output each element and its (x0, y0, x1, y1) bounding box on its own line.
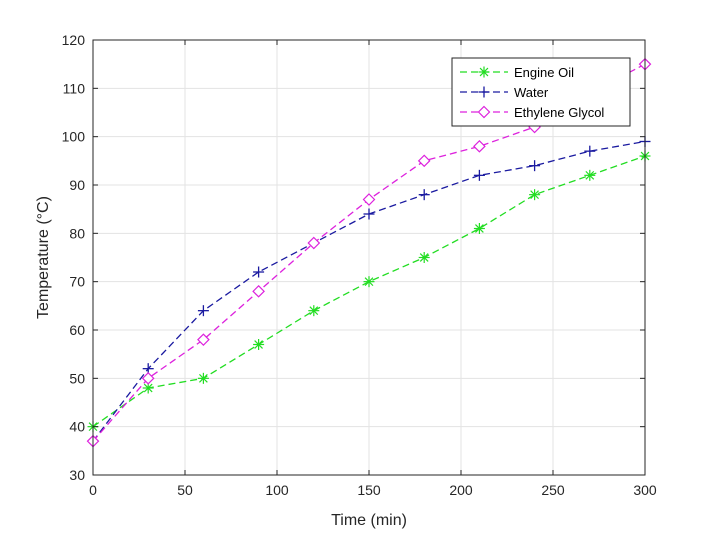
data-point (197, 333, 210, 347)
y-tick-label: 30 (69, 467, 85, 483)
data-point (141, 371, 155, 385)
data-point (584, 169, 596, 181)
data-point (363, 208, 375, 220)
data-point (307, 236, 321, 250)
data-point (418, 189, 430, 201)
data-point (473, 223, 485, 234)
data-point (529, 189, 541, 201)
x-tick-label: 100 (265, 482, 289, 498)
x-tick-label: 50 (177, 482, 193, 498)
data-point (197, 372, 209, 384)
y-tick-label: 60 (69, 322, 85, 338)
data-point (253, 339, 265, 350)
data-point (197, 305, 209, 317)
y-axis-title: Temperature (°C) (35, 196, 52, 319)
legend-marker (478, 66, 490, 78)
legend-marker (477, 105, 491, 119)
y-tick-label: 120 (62, 32, 86, 48)
legend-marker (478, 86, 490, 98)
data-point (253, 266, 265, 278)
data-point (308, 305, 320, 317)
data-point (362, 193, 376, 206)
legend-item: Water (460, 85, 549, 100)
x-tick-label: 200 (449, 482, 473, 498)
data-point (417, 154, 431, 168)
data-point (529, 160, 541, 172)
x-tick-label: 250 (541, 482, 565, 498)
y-tick-label: 90 (69, 177, 85, 193)
legend-item: Engine Oil (460, 65, 574, 80)
y-tick-label: 80 (69, 225, 85, 241)
y-tick-label: 100 (62, 129, 86, 145)
data-point (473, 139, 486, 153)
ticks: 0 50 100 150 200 250 300 30 40 50 60 70 80 90 100 110 12… (62, 32, 657, 498)
series-layer (86, 57, 652, 448)
y-tick-label: 40 (69, 419, 85, 435)
y-tick-label: 110 (63, 80, 86, 96)
series-line (92, 155, 646, 428)
legend-label: Ethylene Glycol (514, 105, 604, 120)
data-point (363, 276, 375, 288)
data-point (252, 284, 265, 298)
data-point (418, 252, 430, 263)
legend-item: Ethylene Glycol (460, 105, 604, 120)
legend-label: Engine Oil (514, 65, 574, 80)
x-tick-label: 150 (357, 482, 381, 498)
y-tick-label: 50 (69, 370, 85, 386)
y-tick-label: 70 (69, 274, 85, 290)
x-tick-label: 300 (633, 482, 657, 498)
legend: Engine Oil Water Ethylene Glycol (451, 57, 631, 127)
x-axis-title: Time (min) (331, 512, 407, 529)
data-point (473, 169, 485, 181)
data-point (584, 145, 596, 157)
legend-label: Water (514, 85, 549, 100)
x-tick-label: 0 (89, 482, 97, 498)
